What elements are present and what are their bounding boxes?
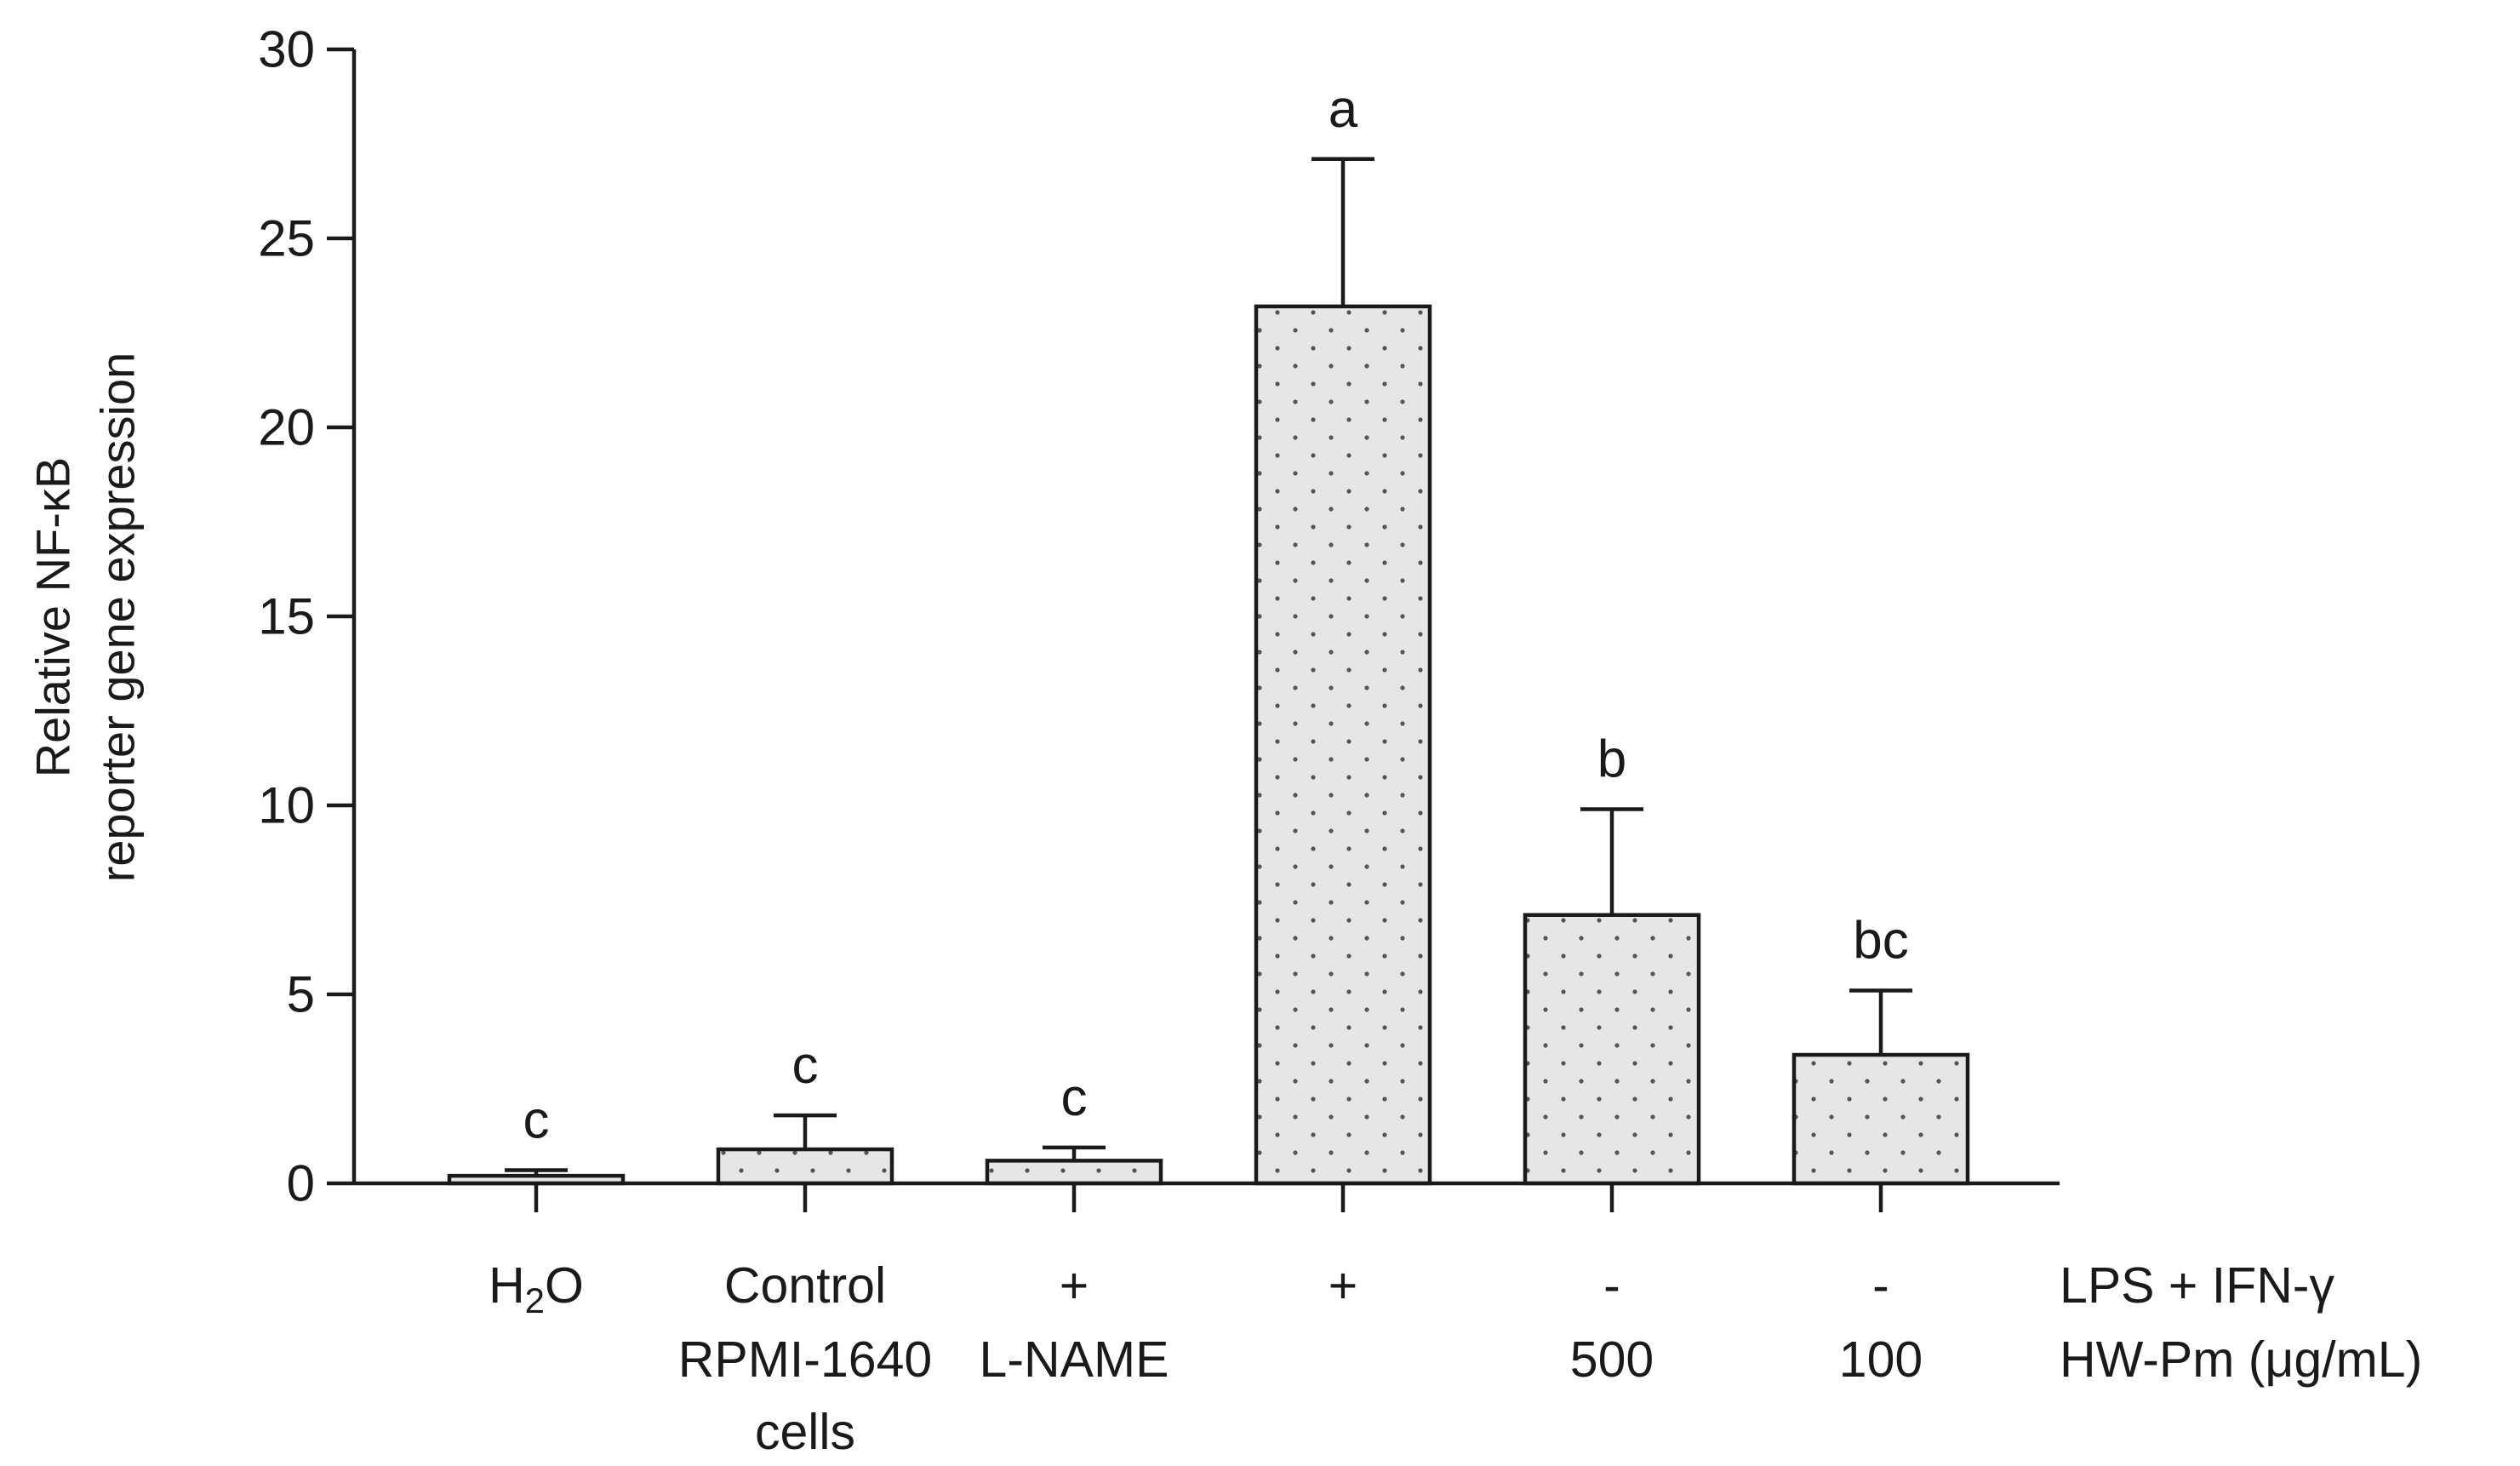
y-axis-title: Relative NF-κB reporter gene expression: [26, 352, 145, 883]
significance-letter: c: [1061, 1068, 1088, 1127]
condition-label: Control: [724, 1257, 886, 1314]
y-tick-label: 10: [258, 777, 315, 834]
condition-label: +: [1060, 1257, 1089, 1314]
condition-label: -: [1872, 1257, 1889, 1314]
y-tick-label: 25: [258, 210, 315, 267]
x-axis: [354, 1181, 2060, 1212]
bar: [1254, 304, 1432, 1186]
condition-row-label: HW-Pm (μg/mL): [2060, 1331, 2422, 1388]
y-tick-label: 20: [258, 399, 315, 456]
significance-letter: bc: [1853, 912, 1908, 971]
bar: [985, 1159, 1163, 1186]
bar: [1523, 913, 1701, 1186]
condition-label: RPMI-1640: [678, 1331, 932, 1388]
y-tick-label: 15: [258, 588, 315, 645]
condition-label: cells: [755, 1404, 855, 1460]
y-tick-label: 5: [287, 966, 315, 1023]
condition-row-label: LPS + IFN-γ: [2060, 1257, 2334, 1314]
y-tick-label: 30: [258, 21, 315, 78]
condition-label: 100: [1839, 1331, 1923, 1388]
bar: [716, 1147, 894, 1186]
condition-label: 500: [1570, 1331, 1654, 1388]
bar: [1791, 1052, 1970, 1186]
significance-letter: c: [792, 1036, 819, 1095]
condition-label: -: [1603, 1257, 1620, 1314]
y-tick-label: 0: [287, 1155, 315, 1212]
significance-letter: a: [1329, 80, 1358, 139]
condition-label: +: [1329, 1257, 1357, 1314]
bars-group: c c c a b bc: [447, 80, 1970, 1186]
significance-letter: c: [523, 1091, 550, 1149]
y-axis: 0 5 10 15 20 25 30: [258, 21, 357, 1212]
y-axis-title-line: reporter gene expression: [91, 352, 145, 883]
significance-letter: b: [1597, 730, 1626, 788]
condition-label: L-NAME: [980, 1331, 1169, 1388]
condition-table: H2O Control RPMI-1640 cells + L-NAME + - 500 - 100…: [489, 1257, 2422, 1460]
condition-label: H2O: [489, 1257, 584, 1320]
y-axis-title-line: Relative NF-κB: [26, 457, 80, 778]
